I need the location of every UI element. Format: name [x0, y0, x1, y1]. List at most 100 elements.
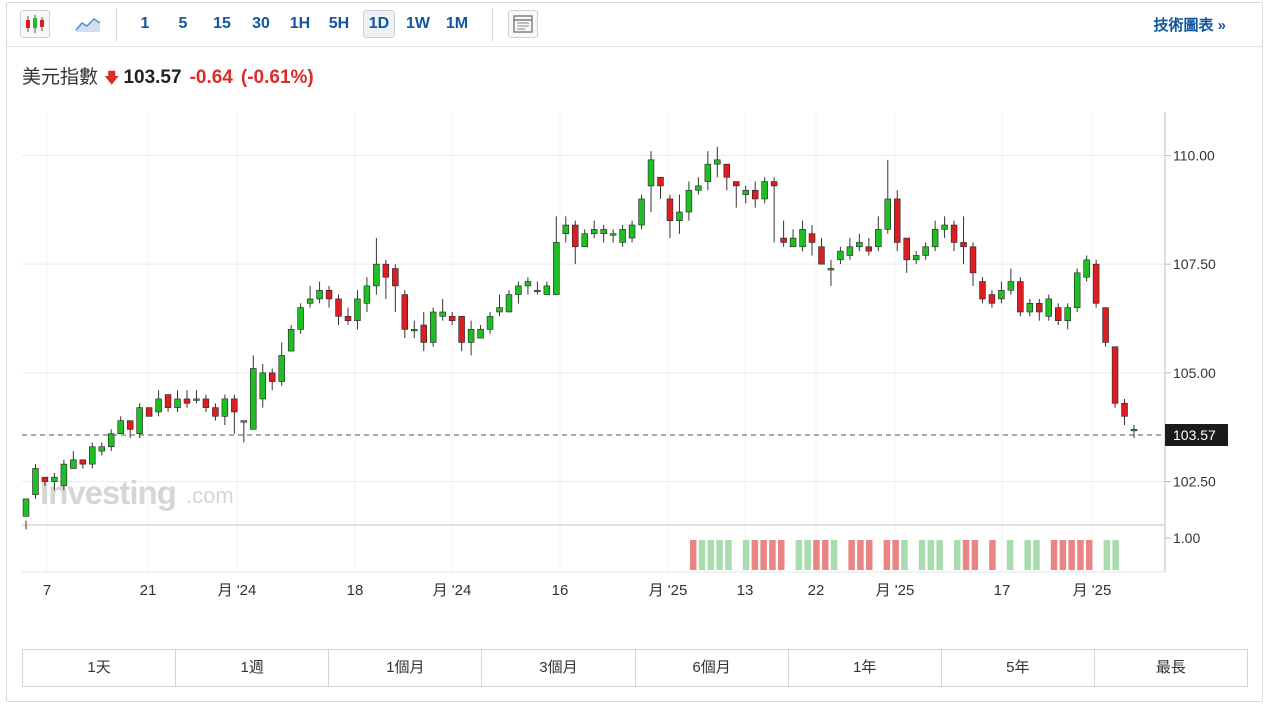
candle-up — [297, 307, 304, 330]
x-axis-tick-label: 13 — [737, 582, 754, 599]
area-chart-type-button[interactable] — [72, 10, 104, 38]
volume-bar-up — [1103, 540, 1111, 570]
instrument-name: 美元指數 — [22, 67, 99, 88]
candle-up — [107, 433, 115, 448]
last-price-tag-label: 103.57 — [1173, 427, 1216, 443]
candle-up — [789, 237, 797, 248]
candle-down — [751, 189, 759, 200]
candle-up — [411, 329, 418, 332]
candle-down — [1017, 281, 1024, 313]
volume-bar-down — [962, 540, 970, 570]
candle-down — [988, 294, 996, 304]
range-button-5y[interactable]: 5年 — [942, 650, 1095, 686]
candle-down — [960, 242, 967, 248]
volume-bar-down — [883, 540, 891, 570]
candle-up — [600, 229, 607, 235]
interval-button-1w[interactable]: 1W — [406, 15, 430, 32]
y-axis-tick-label: 110.00 — [1173, 147, 1215, 163]
candle-up — [477, 329, 484, 339]
candle-up — [676, 211, 683, 221]
volume-bar-down — [822, 540, 829, 570]
candle-up — [1073, 272, 1081, 308]
range-button-1m[interactable]: 1個月 — [329, 650, 483, 686]
candle-down — [903, 237, 910, 261]
price-chart[interactable]: 110.00 107.50 105.00 102.50 Investing .com 103… — [0, 0, 1270, 640]
candle-up — [373, 263, 380, 287]
candle-down — [183, 398, 191, 404]
range-button-max[interactable]: 最長 — [1155, 659, 1186, 676]
candle-up — [363, 285, 371, 304]
candle-up — [515, 285, 522, 295]
candle-up — [316, 289, 323, 300]
volume-bar-up — [1112, 540, 1119, 570]
candle-up — [837, 250, 844, 261]
candle-up — [259, 372, 266, 400]
volume-bar-down — [866, 540, 873, 570]
interval-button-1h[interactable]: 1H — [289, 15, 311, 32]
candle-up — [1007, 281, 1015, 291]
chart-toolbar: 1 5 15 30 1H 5H 1D 1W 1M 技術圖表 » — [12, 8, 1260, 44]
candle-down — [448, 316, 456, 321]
volume-axis-label: 1.00 — [1173, 530, 1200, 546]
volume-bar-up — [936, 540, 943, 570]
candle-down — [212, 407, 219, 417]
candle-up — [1026, 302, 1034, 313]
candle-up — [534, 289, 541, 293]
candle-down — [126, 420, 134, 430]
layout-icon — [513, 15, 533, 33]
volume-bar-down — [769, 540, 776, 570]
candle-down — [1092, 263, 1100, 304]
x-axis-tick-label: 月 '25 — [1073, 582, 1112, 599]
range-button-1d[interactable]: 1天 — [23, 650, 177, 686]
candle-up — [136, 407, 143, 435]
candle-up — [922, 246, 929, 256]
candle-up — [714, 159, 721, 165]
candle-down — [401, 294, 409, 330]
volume-bar-down — [989, 540, 996, 570]
candle-up — [846, 246, 854, 256]
candle-down — [335, 298, 342, 317]
range-button-6m[interactable]: 6個月 — [636, 650, 789, 686]
candle-up — [685, 189, 693, 213]
interval-button-1m[interactable]: 1M — [445, 15, 469, 32]
candle-down — [164, 394, 172, 408]
candle-up — [505, 294, 513, 313]
x-axis-tick-label: 7 — [43, 582, 51, 599]
range-button-3m[interactable]: 3個月 — [482, 650, 636, 686]
candle-down — [1036, 302, 1043, 313]
volume-bar-down — [857, 540, 864, 570]
candle-up — [1064, 307, 1071, 321]
interval-button-30[interactable]: 30 — [252, 15, 270, 32]
candle-down — [770, 181, 778, 187]
x-axis-tick-label: 16 — [552, 582, 569, 599]
interval-button-1[interactable]: 1 — [140, 15, 150, 32]
volume-bar-down — [1050, 540, 1058, 570]
x-axis-tick-label: 18 — [347, 582, 364, 599]
candle-up — [278, 355, 285, 382]
candle-up — [193, 398, 200, 401]
candle-up — [856, 242, 863, 248]
candlestick-chart-type-button[interactable] — [20, 10, 50, 38]
interval-button-15[interactable]: 15 — [213, 15, 231, 32]
candle-up — [1130, 429, 1138, 432]
technical-chart-link[interactable]: 技術圖表 » — [1153, 17, 1226, 34]
volume-bar-down — [1077, 540, 1084, 570]
candle-up — [912, 255, 920, 261]
candle-up — [306, 298, 314, 304]
quote-header: 美元指數 🡇 103.57 -0.64 (-0.61%) — [22, 62, 314, 93]
candle-up — [287, 329, 295, 352]
interval-button-5h[interactable]: 5H — [328, 15, 350, 32]
x-axis-tick-label: 月 '25 — [876, 582, 915, 599]
interval-button-1d[interactable]: 1D — [363, 10, 395, 38]
range-button-1y[interactable]: 1年 — [789, 650, 942, 686]
toolbar-divider — [116, 8, 117, 42]
interval-button-5[interactable]: 5 — [178, 15, 188, 32]
indicators-panel-button[interactable] — [508, 10, 538, 38]
candle-down — [666, 198, 674, 221]
range-button-1w[interactable]: 1週 — [176, 650, 330, 686]
x-axis-tick-label: 22 — [808, 582, 825, 599]
candle-down — [79, 459, 87, 465]
candle-up — [60, 463, 68, 487]
price-change: -0.64 — [189, 67, 233, 88]
candle-up — [761, 181, 768, 200]
